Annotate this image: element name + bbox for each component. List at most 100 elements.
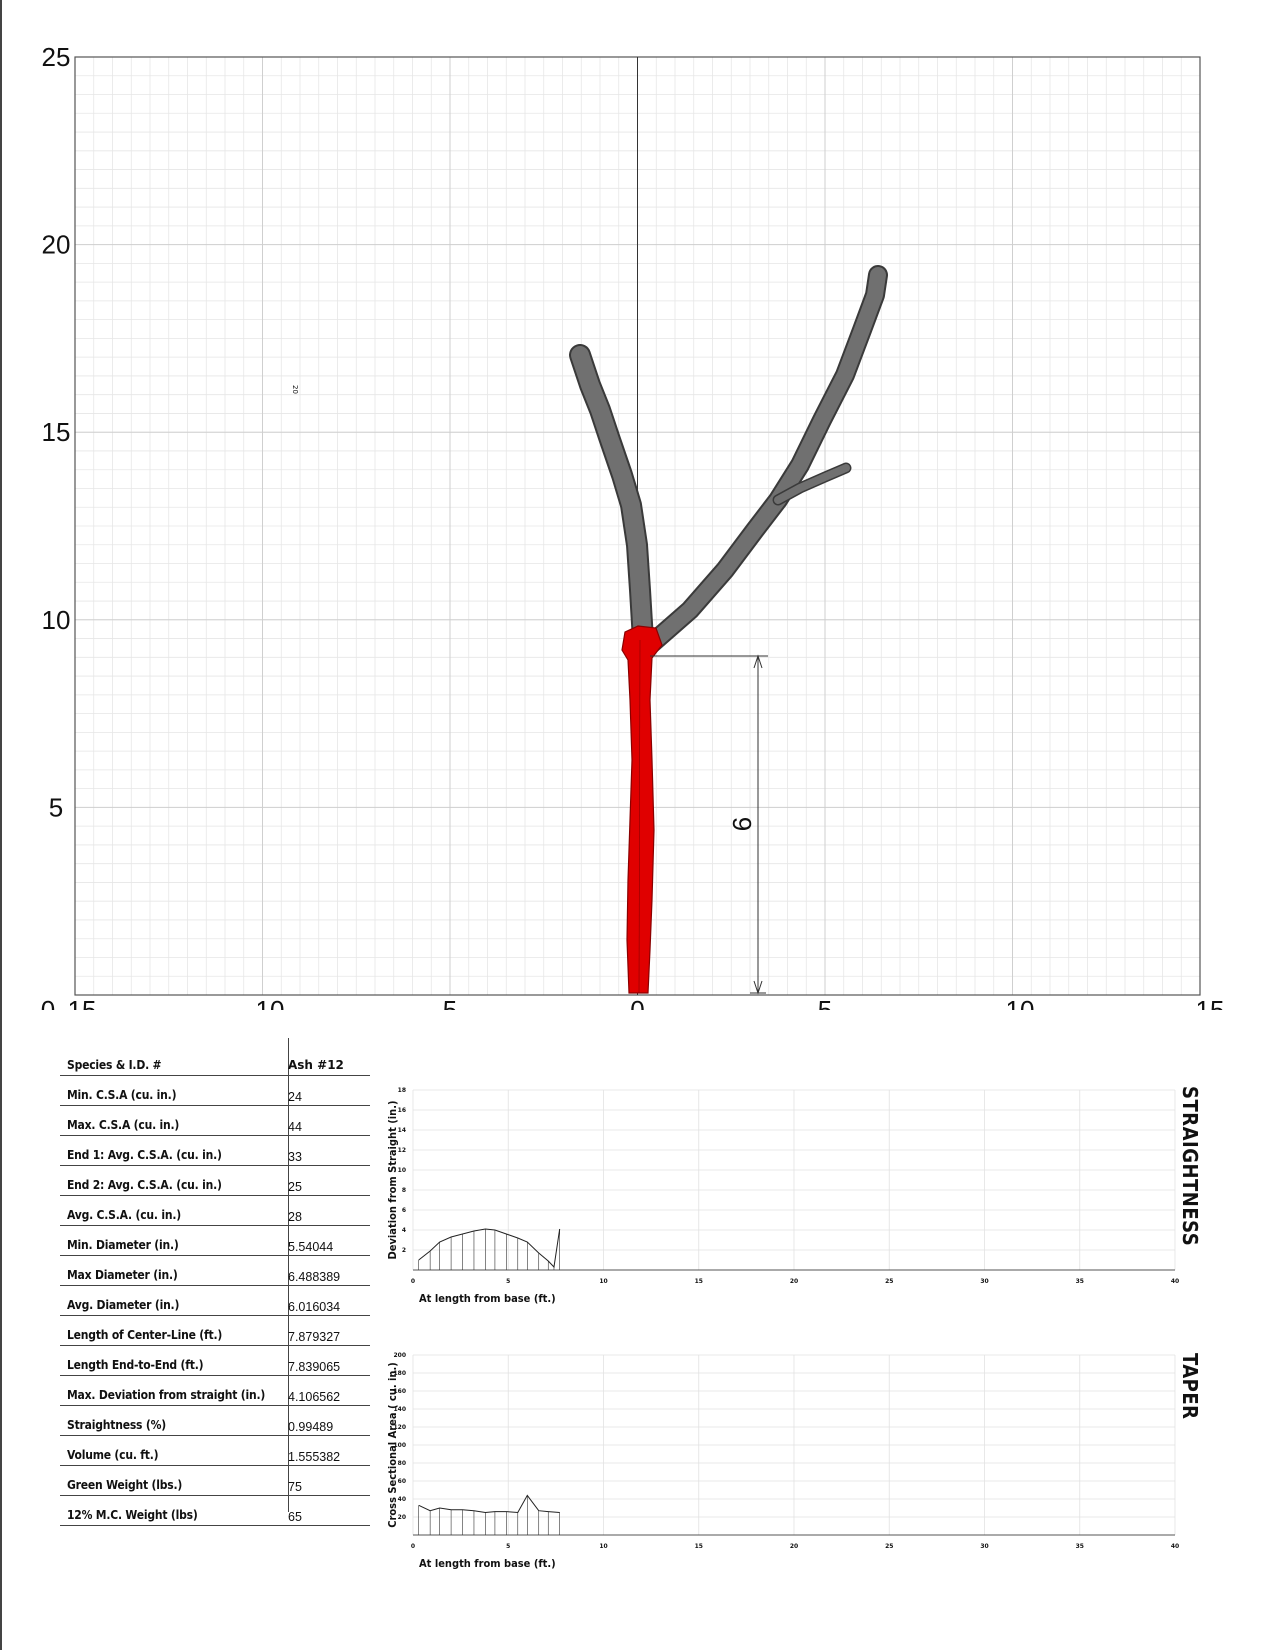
y-tick-label: 140 — [393, 1406, 406, 1413]
y-tick-label: 10 — [42, 605, 71, 635]
spec-label: Max. Deviation from straight (in.) — [67, 1388, 266, 1402]
spec-label: Max. C.S.A (cu. in.) — [67, 1118, 180, 1132]
y-tick-labels: 5 10 15 20 25 — [42, 42, 71, 822]
spec-label: 12% M.C. Weight (lbs) — [67, 1508, 198, 1522]
x-tick-labels: 15 10 5 0 5 10 15 — [68, 995, 1225, 1010]
length-dimension-label: 9 — [727, 817, 757, 831]
spec-row: Volume (cu. ft.) 1.555382 — [60, 1436, 370, 1466]
y-axis-title: Deviation from Straight (in.) — [386, 1101, 399, 1260]
x-tick-label: 35 — [1076, 1543, 1084, 1550]
chart-grid — [412, 1354, 1176, 1535]
length-dimension — [650, 654, 768, 995]
y-tick-label: 5 — [49, 792, 63, 822]
x-tick-label: 30 — [980, 1543, 988, 1550]
taper-chart: 20 40 60 80 100 120 140 160 180 200 0 5 10 15 20 25 30 35… — [386, 1352, 1179, 1570]
y-tick-label: 200 — [393, 1352, 406, 1359]
y-tick-label: 25 — [42, 42, 71, 72]
spec-rule — [60, 1345, 370, 1346]
spec-rule — [60, 1135, 370, 1136]
y-tick-label: 40 — [398, 1496, 406, 1503]
y-tick-label: 10 — [398, 1167, 406, 1174]
x-tick-label: 5 — [443, 995, 457, 1010]
x-tick-label: 10 — [599, 1278, 607, 1285]
spec-row: Green Weight (lbs.) 75 — [60, 1466, 370, 1496]
spec-rule — [60, 1435, 370, 1436]
y-tick-label: 20 — [42, 230, 71, 260]
spec-row: End 2: Avg. C.S.A. (cu. in.) 25 — [60, 1166, 370, 1196]
spec-value: 75 — [288, 1480, 302, 1494]
spec-value: 25 — [288, 1180, 302, 1194]
spec-value: 44 — [288, 1120, 302, 1134]
y-tick-label: 12 — [398, 1147, 406, 1154]
spec-value: 7.839065 — [288, 1360, 341, 1374]
x-tick-label: 0 — [411, 1543, 415, 1550]
spec-value: 5.54044 — [288, 1240, 334, 1254]
x-tick-label: 40 — [1171, 1543, 1179, 1550]
spec-row: Max. Deviation from straight (in.) 4.1065… — [60, 1376, 370, 1406]
x-tick-label: 15 — [68, 995, 97, 1010]
taper-title: TAPER — [1178, 1353, 1202, 1420]
specs-column-divider — [288, 1038, 289, 1512]
straightness-title: STRAIGHTNESS — [1178, 1086, 1202, 1247]
selected-log-segment — [621, 625, 663, 994]
spec-rule — [60, 1375, 370, 1376]
spec-label: Min. Diameter (in.) — [67, 1238, 179, 1252]
chart-grid — [412, 1089, 1176, 1270]
y-tick-label: 120 — [393, 1424, 406, 1431]
spec-row: Straightness (%) 0.99489 — [60, 1406, 370, 1436]
page-left-edge — [0, 0, 2, 1650]
x-tick-label: 25 — [885, 1543, 893, 1550]
specs-table: Species & I.D. # Ash #12 Min. C.S.A (cu. i… — [60, 1038, 370, 1526]
x-tick-label: 40 — [1171, 1278, 1179, 1285]
spec-value: 6.488389 — [288, 1270, 341, 1284]
spec-rule — [60, 1105, 370, 1106]
spec-row: Avg. Diameter (in.) 6.016034 — [60, 1286, 370, 1316]
x-tick-label: 10 — [1006, 995, 1035, 1010]
x-tick-label: 10 — [599, 1543, 607, 1550]
spec-label: Min. C.S.A (cu. in.) — [67, 1088, 177, 1102]
x-tick-label: 20 — [790, 1278, 798, 1285]
spec-row: Min. C.S.A (cu. in.) 24 — [60, 1076, 370, 1106]
x-axis-title: At length from base (ft.) — [419, 1557, 556, 1570]
y-tick-label: 2 — [402, 1247, 406, 1254]
spec-value: 4.106562 — [288, 1390, 341, 1404]
spec-row: Max Diameter (in.) 6.488389 — [60, 1256, 370, 1286]
spec-label: Volume (cu. ft.) — [67, 1448, 159, 1462]
x-tick-label: 20 — [790, 1543, 798, 1550]
spec-rule — [60, 1315, 370, 1316]
spec-row: Max. C.S.A (cu. in.) 44 — [60, 1106, 370, 1136]
spec-value: 0.99489 — [288, 1420, 334, 1434]
x-tick-label: 35 — [1076, 1278, 1084, 1285]
spec-label: Length End-to-End (ft.) — [67, 1358, 204, 1372]
spec-label: Avg. C.S.A. (cu. in.) — [67, 1208, 181, 1222]
spec-row: Min. Diameter (in.) 5.54044 — [60, 1226, 370, 1256]
x-tick-label: 15 — [695, 1543, 703, 1550]
x-tick-label: 5 — [818, 995, 832, 1010]
spec-rule — [60, 1495, 370, 1496]
spec-rule — [60, 1285, 370, 1286]
x-axis-title: At length from base (ft.) — [419, 1292, 556, 1305]
spec-value: 24 — [288, 1090, 302, 1104]
spec-rule — [60, 1525, 370, 1526]
y-tick-label: 100 — [393, 1442, 406, 1449]
spec-value: Ash #12 — [288, 1058, 344, 1072]
y-tick-label: 160 — [393, 1388, 406, 1395]
spec-rule — [60, 1165, 370, 1166]
log-elevation-plot: 9 20 5 10 15 20 25 15 10 5 0 5 10 15 0 — [41, 42, 1225, 1010]
x-tick-label: 0 — [411, 1278, 415, 1285]
spec-row: Species & I.D. # Ash #12 — [60, 1046, 370, 1076]
spec-rule — [60, 1465, 370, 1466]
y-tick-label: 16 — [398, 1107, 406, 1114]
y-tick-label: 4 — [402, 1227, 406, 1234]
spec-value: 28 — [288, 1210, 302, 1224]
y-tick-label: 80 — [398, 1460, 406, 1467]
x-tick-label: 30 — [980, 1278, 988, 1285]
spec-label: End 1: Avg. C.S.A. (cu. in.) — [67, 1148, 222, 1162]
y-tick-label: 8 — [402, 1187, 406, 1194]
x-tick-label: 15 — [695, 1278, 703, 1285]
stray-mark: 20 — [291, 385, 299, 394]
y-tick-label: 6 — [402, 1207, 406, 1214]
spec-label: Max Diameter (in.) — [67, 1268, 178, 1282]
spec-row: Length of Center-Line (ft.) 7.879327 — [60, 1316, 370, 1346]
y-tick-label: 180 — [393, 1370, 406, 1377]
